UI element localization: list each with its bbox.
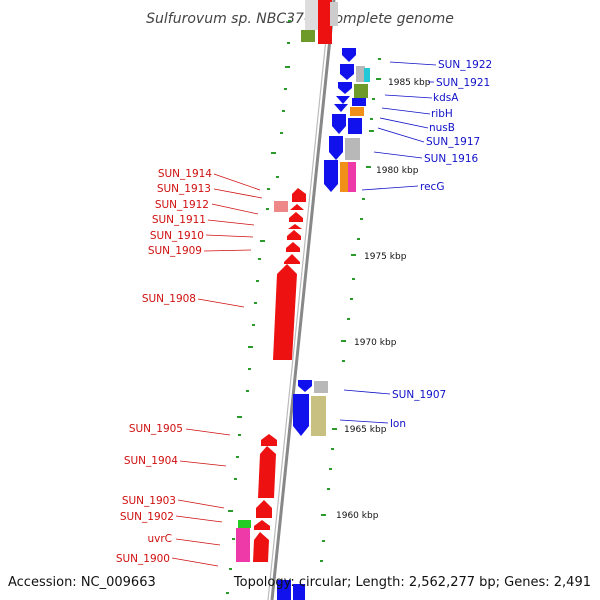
gene-sun-1917-2 [348, 118, 362, 134]
gene-lon[interactable] [293, 394, 309, 436]
gene-sun-1904[interactable] [258, 446, 276, 498]
gene-sun-1905[interactable] [261, 434, 277, 446]
tick-label-1985: 1985 kbp [388, 78, 431, 88]
map-title: Sulfurovum sp. NBC37-1, complete genome [146, 11, 454, 27]
cog-magenta-uvrc [236, 528, 250, 562]
gene-sun-1912[interactable] [289, 212, 303, 222]
gene-sun-1911[interactable] [288, 224, 302, 229]
gene-sun-1903[interactable] [256, 500, 272, 518]
label-sun-1905[interactable]: SUN_1905 [129, 423, 183, 435]
label-sun-1909[interactable]: SUN_1909 [148, 245, 202, 257]
cog-gray-1907 [314, 381, 328, 393]
label-sun-1912[interactable]: SUN_1912 [155, 199, 209, 211]
cog-pink-1913 [274, 201, 288, 212]
label-sun-1917[interactable]: SUN_1917 [426, 136, 480, 148]
label-sun-1904[interactable]: SUN_1904 [124, 455, 178, 467]
label-sun-1907[interactable]: SUN_1907 [392, 389, 446, 401]
label-sun-1900[interactable]: SUN_1900 [116, 553, 170, 565]
tick-label-1960: 1960 kbp [336, 511, 379, 521]
gene-sun-1902[interactable] [254, 520, 270, 530]
gene-bottom-blue-2 [293, 584, 305, 600]
gene-sun-1909-b [284, 254, 300, 264]
label-sun-1910[interactable]: SUN_1910 [150, 230, 204, 242]
reverse-leader-lines [339, 61, 437, 424]
gene-kdsa[interactable] [338, 82, 352, 94]
gene-sun-1908[interactable] [273, 264, 297, 360]
outer-tick-guide-left [226, 20, 291, 594]
label-sun-1903[interactable]: SUN_1903 [122, 495, 176, 507]
cog-orange-nusb [350, 107, 364, 116]
gene-sun-1916[interactable] [329, 136, 343, 160]
label-sun-1902[interactable]: SUN_1902 [120, 511, 174, 523]
outer-tick-guide-right [320, 58, 381, 562]
tick-label-1970: 1970 kbp [354, 338, 397, 348]
label-sun-1922[interactable]: SUN_1922 [438, 59, 492, 71]
label-sun-1921[interactable]: SUN_1921 [436, 77, 490, 89]
tick-label-1965: 1965 kbp [344, 425, 387, 435]
label-recg[interactable]: recG [420, 181, 444, 193]
label-kdsa[interactable]: kdsA [433, 92, 459, 104]
cog-cyan-1921 [364, 68, 370, 82]
feature-top-gray [305, 0, 319, 30]
gene-sun-1917[interactable] [332, 114, 346, 134]
feature-top-gray-2 [330, 2, 338, 26]
gene-ribh-2 [352, 98, 366, 106]
accession-text: Accession: NC_009663 [8, 575, 156, 590]
gene-sun-1907[interactable] [298, 380, 312, 392]
gene-sun-1922[interactable] [342, 48, 356, 62]
label-sun-1914[interactable]: SUN_1914 [158, 168, 212, 180]
topology-text: Topology: circular; Length: 2,562,277 bp… [233, 575, 591, 590]
gene-sun-1921[interactable] [340, 64, 354, 80]
cog-orange-recg [340, 162, 348, 192]
gene-sun-1913[interactable] [290, 204, 304, 210]
label-ribh[interactable]: ribH [431, 108, 453, 120]
gene-ribh[interactable] [336, 96, 350, 104]
gene-nusb[interactable] [334, 104, 348, 112]
gene-sun-1910[interactable] [287, 230, 301, 240]
tick-label-1975: 1975 kbp [364, 252, 407, 262]
backbone-inner [267, 0, 331, 600]
gene-uvrc[interactable] [253, 532, 269, 562]
cog-khaki-lon [311, 396, 326, 436]
cog-green-1902 [238, 520, 251, 528]
feature-top-red [318, 0, 332, 44]
feature-top-olive [301, 30, 315, 42]
forward-leader-lines [171, 173, 263, 567]
label-lon[interactable]: lon [390, 418, 406, 430]
gene-sun-1914[interactable] [292, 188, 306, 202]
gene-bottom-blue [277, 580, 291, 600]
label-sun-1911[interactable]: SUN_1911 [152, 214, 206, 226]
gene-recg[interactable] [324, 160, 338, 192]
label-sun-1916[interactable]: SUN_1916 [424, 153, 478, 165]
label-uvrc[interactable]: uvrC [147, 533, 172, 545]
label-nusb[interactable]: nusB [429, 122, 455, 134]
label-sun-1913[interactable]: SUN_1913 [157, 183, 211, 195]
label-sun-1908[interactable]: SUN_1908 [142, 293, 196, 305]
cog-gray-1921 [356, 66, 365, 82]
gene-sun-1909[interactable] [286, 242, 300, 252]
cog-gray-1916 [345, 138, 360, 160]
tick-label-1980: 1980 kbp [376, 166, 419, 176]
backbone-outer [270, 0, 336, 600]
cog-olive-kdsa [354, 84, 368, 98]
cog-magenta-recg [348, 162, 356, 192]
